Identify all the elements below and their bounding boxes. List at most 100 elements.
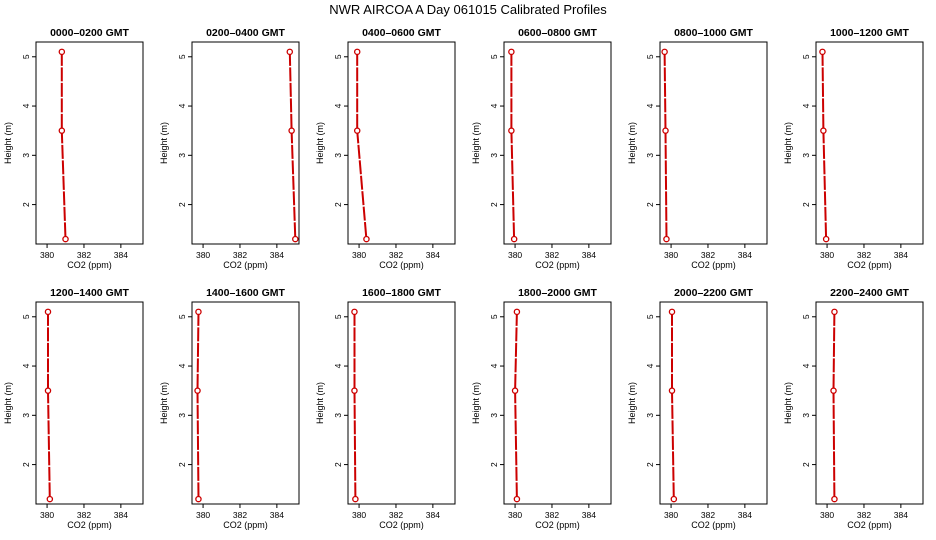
- y-tick-label: 2: [801, 462, 811, 467]
- panel-6: 1000–1200 GMT 380 382 384 2 3 4 5 CO2 (ppm) Heigh…: [783, 27, 924, 270]
- x-tick-label: 384: [582, 250, 596, 260]
- y-axis-label: Height (m): [627, 122, 637, 164]
- profile-line: [510, 51, 516, 240]
- profile-line: [663, 51, 668, 240]
- data-point: [662, 127, 669, 134]
- data-point: [62, 235, 69, 243]
- y-tick-label: 5: [489, 54, 499, 59]
- y-axis-label: Height (m): [159, 382, 169, 424]
- x-tick-label: 384: [894, 250, 908, 260]
- data-point: [819, 48, 826, 56]
- profile-line: [356, 51, 368, 240]
- data-point: [668, 308, 676, 316]
- panel-title: 1400–1600 GMT: [206, 287, 285, 299]
- y-tick-label: 4: [801, 363, 811, 368]
- panel-8: 1400–1600 GMT 380 382 384 2 3 4 5 CO2 (ppm) Heigh…: [159, 287, 300, 530]
- y-tick-label: 4: [801, 103, 811, 108]
- x-axis-label: CO2 (ppm): [847, 260, 892, 270]
- y-axis-label: Height (m): [315, 382, 325, 424]
- x-tick-label: 382: [77, 250, 91, 260]
- data-point: [195, 308, 202, 316]
- plot-frame: [347, 41, 456, 245]
- data-point: [513, 308, 521, 316]
- panel-4: 0600–0800 GMT 380 382 384 2 3 4 5 CO2 (ppm) Heigh…: [471, 27, 612, 270]
- panel-title: 2200–2400 GMT: [830, 287, 909, 299]
- x-tick-label: 380: [508, 250, 522, 260]
- x-axis-label: CO2 (ppm): [691, 260, 736, 270]
- data-point: [46, 495, 54, 503]
- x-axis-label: CO2 (ppm): [223, 260, 268, 270]
- x-tick-label: 384: [270, 250, 284, 260]
- y-tick-label: 4: [177, 103, 187, 108]
- y-tick-label: 3: [21, 413, 31, 418]
- data-point: [363, 235, 370, 243]
- profile-line: [288, 51, 297, 240]
- x-tick-label: 380: [820, 510, 834, 520]
- data-point: [670, 495, 678, 503]
- x-tick-label: 382: [857, 510, 871, 520]
- data-point: [831, 495, 838, 503]
- plot-frame: [191, 41, 300, 245]
- panel-grid: 0000–0200 GMT 380 382 384 2 3 4 5 CO2 (ppm) Heigh…: [3, 27, 924, 530]
- y-tick-label: 5: [177, 314, 187, 319]
- panel-title: 0600–0800 GMT: [518, 27, 597, 39]
- y-axis-label: Height (m): [315, 122, 325, 164]
- profile-line: [821, 51, 828, 240]
- plot-frame: [815, 301, 924, 505]
- x-tick-label: 382: [545, 250, 559, 260]
- y-tick-label: 2: [489, 202, 499, 207]
- y-tick-label: 2: [177, 462, 187, 467]
- plot-frame: [815, 41, 924, 245]
- panel-title: 0400–0600 GMT: [362, 27, 441, 39]
- y-tick-label: 4: [489, 363, 499, 368]
- y-tick-label: 5: [645, 54, 655, 59]
- y-tick-label: 3: [801, 413, 811, 418]
- x-tick-label: 382: [389, 250, 403, 260]
- data-point: [351, 387, 358, 394]
- x-tick-label: 384: [270, 510, 284, 520]
- y-axis-label: Height (m): [783, 122, 793, 164]
- data-point: [663, 235, 670, 243]
- x-tick-label: 384: [738, 510, 752, 520]
- x-tick-label: 384: [738, 250, 752, 260]
- panel-title: 1200–1400 GMT: [50, 287, 129, 299]
- x-axis-label: CO2 (ppm): [223, 520, 268, 530]
- y-tick-label: 2: [489, 462, 499, 467]
- data-point: [831, 308, 838, 316]
- y-tick-label: 5: [333, 54, 343, 59]
- data-point: [513, 495, 521, 503]
- plot-frame: [35, 41, 144, 245]
- plot-frame: [191, 301, 300, 505]
- panel-7: 1200–1400 GMT 380 382 384 2 3 4 5 CO2 (ppm) Heigh…: [3, 287, 144, 530]
- data-point: [822, 235, 830, 243]
- y-tick-label: 3: [801, 153, 811, 158]
- x-tick-label: 382: [701, 250, 715, 260]
- x-axis-label: CO2 (ppm): [691, 520, 736, 530]
- y-tick-label: 3: [645, 153, 655, 158]
- y-tick-label: 5: [645, 314, 655, 319]
- y-tick-label: 2: [333, 202, 343, 207]
- y-tick-label: 5: [333, 314, 343, 319]
- x-tick-label: 384: [114, 250, 128, 260]
- data-point: [830, 387, 837, 394]
- x-axis-label: CO2 (ppm): [535, 260, 580, 270]
- panel-title: 0000–0200 GMT: [50, 27, 129, 39]
- y-axis-label: Height (m): [627, 382, 637, 424]
- y-tick-label: 3: [21, 153, 31, 158]
- y-tick-label: 4: [333, 363, 343, 368]
- y-tick-label: 4: [21, 103, 31, 108]
- y-tick-label: 2: [645, 462, 655, 467]
- x-tick-label: 380: [664, 250, 678, 260]
- panel-title: 0200–0400 GMT: [206, 27, 285, 39]
- data-point: [508, 127, 515, 134]
- plot-frame: [659, 41, 768, 245]
- profile-line: [47, 311, 51, 500]
- y-axis-label: Height (m): [471, 382, 481, 424]
- data-point: [44, 387, 52, 394]
- figure-title: NWR AIRCOA A Day 061015 Calibrated Profi…: [329, 2, 607, 17]
- y-tick-label: 2: [645, 202, 655, 207]
- y-axis-label: Height (m): [3, 122, 13, 164]
- panel-title: 0800–1000 GMT: [674, 27, 753, 39]
- x-tick-label: 384: [426, 510, 440, 520]
